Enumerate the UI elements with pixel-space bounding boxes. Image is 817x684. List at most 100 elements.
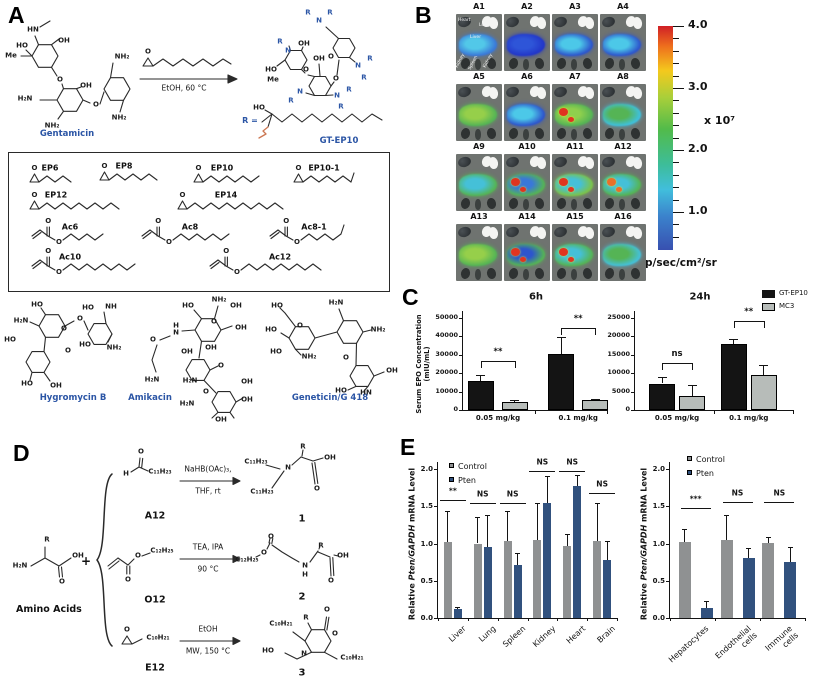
organ-blob: [629, 197, 642, 210]
atom-label: HO: [270, 347, 282, 356]
atom-label: O: [138, 447, 144, 456]
condition-above-arrow: EtOH: [198, 624, 218, 634]
error-bar-cap: [445, 510, 451, 512]
legend-label: GT-EP10: [779, 289, 808, 297]
error-bar-cap: [485, 515, 491, 517]
organ-annotation: Heart: [458, 18, 471, 23]
sig-label: NS: [731, 488, 744, 498]
error-bar-cap: [604, 541, 610, 543]
product-number: 1: [298, 513, 306, 525]
bar-mc3: [750, 374, 777, 410]
structure-linework: OO: [31, 247, 136, 276]
organ-image-cell: [552, 224, 598, 281]
error-bar-cap: [687, 384, 697, 386]
x-tick: [527, 618, 529, 621]
y-axis-title-part: mRNA Level: [407, 467, 417, 525]
bar-gt-ep10: [548, 353, 575, 410]
organ-blob: [584, 156, 595, 170]
category-label: 0.1 mg/kg: [729, 414, 769, 422]
y-tick-label: 25000: [607, 313, 630, 321]
atom-label: OH: [215, 415, 227, 424]
organ-blob: [456, 85, 473, 99]
organ-blob: [507, 197, 520, 210]
colorbar-major-tick: [673, 88, 684, 90]
legend-swatch: [687, 470, 692, 475]
x-tick: [760, 618, 761, 621]
sig-label: NS: [596, 479, 608, 489]
organ-blob: [507, 127, 520, 140]
x-axis-line: [669, 618, 806, 620]
atom-label: Me: [267, 75, 279, 84]
y-tick-label: 1.0: [420, 539, 433, 548]
y-axis-title: Relative Pten/GAPDH mRNA Level: [408, 467, 417, 619]
sig-bracket-end: [561, 328, 563, 336]
y-tick-label: 0: [625, 405, 630, 413]
colorbar-minor-tick: [673, 63, 679, 65]
library-compound-label: EP8: [115, 161, 133, 171]
library-compound-label: EP10-1: [308, 163, 340, 173]
organ-blob: [555, 57, 568, 70]
legend-label: Pten: [696, 469, 714, 478]
atom-label: H₂N: [144, 375, 160, 384]
atom-label: O: [328, 576, 334, 585]
organ-blob: [485, 267, 498, 280]
y-tick-label: 0.0: [652, 614, 665, 622]
atom-label: O: [328, 52, 334, 61]
bar-mc3: [582, 399, 609, 410]
organ-blob: [555, 197, 568, 210]
x-tick: [714, 410, 715, 414]
y-axis-line: [462, 311, 464, 410]
atom-label: H: [302, 570, 308, 579]
colorbar-minor-tick: [673, 199, 679, 201]
organ-blob: [504, 155, 521, 169]
plus-sign: +: [80, 554, 92, 568]
organ-blob: [559, 108, 568, 116]
atom-label: O: [57, 75, 63, 84]
bar-pten: [784, 562, 797, 618]
error-bar: [706, 600, 708, 609]
organ-blob: [619, 269, 625, 280]
r-equals-label: R =: [242, 116, 258, 125]
error-bar: [457, 606, 459, 610]
bar-control: [503, 541, 512, 618]
organ-blob: [552, 155, 569, 169]
sig-line: [499, 502, 526, 504]
organ-blob: [485, 197, 498, 210]
sig-bracket-end: [733, 320, 735, 328]
organ-blob: [507, 104, 545, 126]
organ-image-cell: [504, 154, 550, 211]
organ-blob: [600, 225, 617, 239]
organ-blob: [555, 34, 593, 56]
error-bar-cap: [729, 338, 739, 340]
error-bar: [576, 474, 578, 487]
sig-line: [722, 501, 753, 503]
y-tick: [666, 469, 670, 470]
svg-text:O: O: [56, 268, 62, 276]
error-bar: [566, 533, 568, 546]
sig-line: [529, 471, 556, 473]
organ-blob: [568, 187, 574, 192]
colorbar-major-tick: [673, 150, 684, 152]
x-tick: [587, 618, 589, 621]
organ-grid-label: A5: [473, 72, 485, 81]
error-bar-cap: [682, 528, 688, 530]
atom-label: H₂N: [328, 298, 344, 307]
error-bar: [480, 375, 482, 381]
svg-text:O: O: [102, 162, 108, 170]
bar-pten: [453, 609, 462, 618]
organ-blob: [559, 178, 568, 186]
atom-label: O: [343, 353, 349, 362]
error-bar: [691, 384, 693, 396]
atom-label: R: [318, 541, 324, 550]
organ-grid-label: A9: [473, 142, 485, 151]
sig-bracket: [480, 361, 515, 363]
organ-grid-label: A12: [614, 142, 632, 151]
library-compound-label: Ac10: [58, 252, 82, 262]
organ-grid-label: A6: [521, 72, 533, 81]
organ-blob: [485, 127, 498, 140]
organ-image-cell: [552, 154, 598, 211]
structure-linework: O: [29, 191, 120, 210]
error-bar-cap: [544, 475, 550, 477]
bar-gt-ep10: [649, 383, 676, 410]
colorbar-minor-tick: [673, 224, 679, 226]
